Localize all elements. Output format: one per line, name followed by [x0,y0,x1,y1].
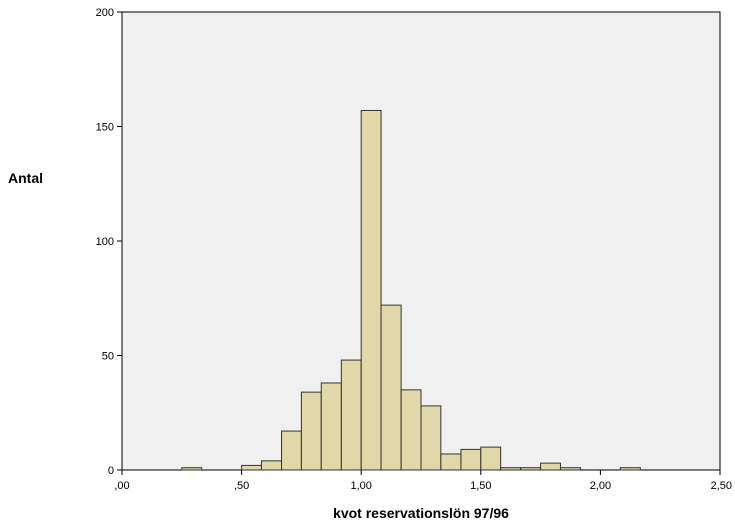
histogram-bar-15 [520,467,542,471]
histogram-bar-9 [400,389,422,471]
x-tick-label-1: ,50 [234,480,249,492]
histogram-bar-0 [181,467,203,471]
x-tick-label-2: 1,00 [350,480,371,492]
y-tick-label-2: 100 [96,236,114,248]
histogram-bar-6 [340,359,362,471]
y-axis: 0 50 100 150 200 [96,7,122,477]
histogram-bar-2 [260,460,283,471]
x-tick-label-4: 2,00 [590,480,611,492]
histogram-bar-14 [500,467,522,471]
y-tick-label-3: 150 [96,122,114,134]
histogram-bar-16 [540,462,561,471]
x-tick-label-5: 2,50 [711,480,732,492]
y-tick-label-1: 50 [102,351,114,363]
y-tick-label-0: 0 [108,465,114,477]
histogram-bar-7 [360,109,382,471]
histogram-bar-18 [619,467,641,471]
histogram-bar-3 [281,430,302,471]
histogram-bar-10 [420,405,442,471]
histogram-bar-5 [320,382,342,471]
histogram-bar-1 [241,464,262,471]
y-tick-label-4: 200 [96,7,114,19]
histogram-bar-12 [460,448,482,471]
histogram-bar-11 [440,453,462,471]
x-tick-label-3: 1,50 [470,480,491,492]
histogram-bar-8 [380,304,402,471]
x-tick-label-0: ,00 [114,480,129,492]
x-axis-title: kvot reservationslön 97/96 [333,505,509,521]
histogram-bar-13 [480,446,502,471]
x-axis: ,00 ,50 1,00 1,50 2,00 2,50 [114,470,732,492]
bars [122,109,720,471]
histogram-bar-17 [559,467,582,471]
histogram-bar-4 [300,391,322,471]
y-axis-title: Antal [8,170,43,186]
